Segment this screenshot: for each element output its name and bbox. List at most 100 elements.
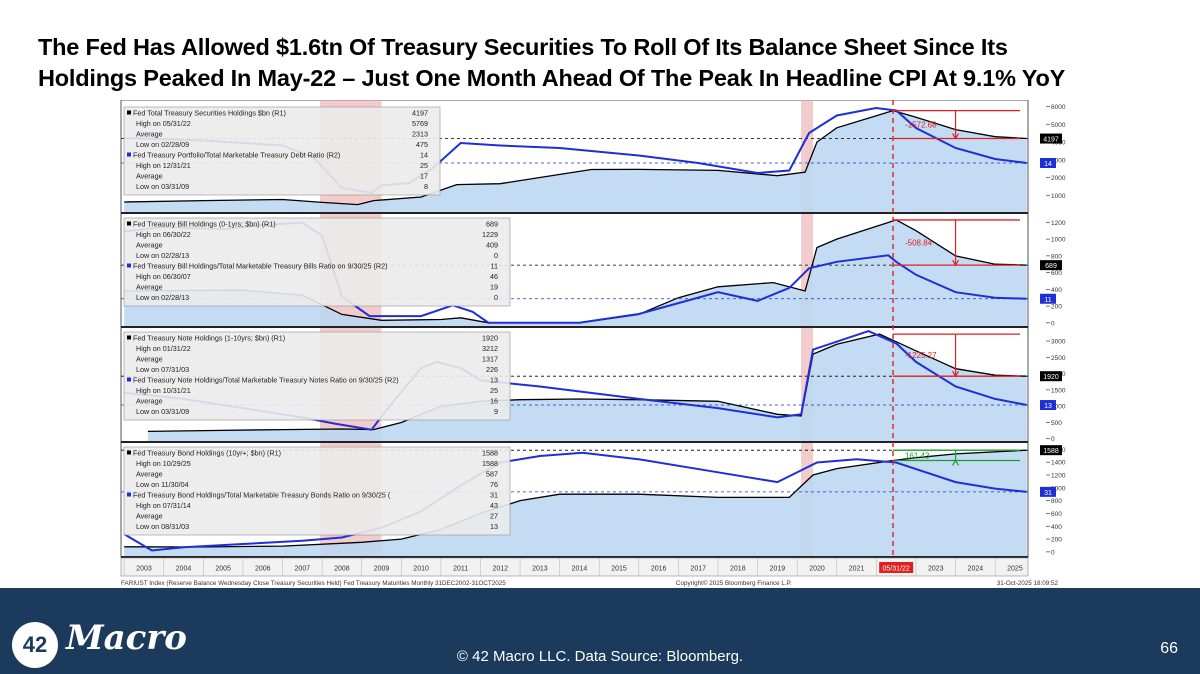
- legend-value: 31: [490, 491, 498, 500]
- legend-label: Fed Treasury Note Holdings (1-10yrs; $bn…: [133, 334, 285, 343]
- legend-swatch: [127, 110, 131, 115]
- x-tick-label: 2008: [334, 566, 350, 573]
- x-tick-label: 2009: [374, 566, 390, 573]
- legend-label: Fed Treasury Bill Holdings (0-1yrs; $bn)…: [133, 220, 276, 229]
- title-line-2: Holdings Peaked In May-22 – Just One Mon…: [38, 65, 1066, 91]
- r1-tick-label: 600: [1051, 270, 1062, 277]
- legend-label: Fed Treasury Bond Holdings (10yr+; $bn) …: [133, 449, 281, 458]
- r1-tick-label: 2500: [1051, 355, 1066, 362]
- legend-background: [123, 331, 511, 421]
- x-axis-strip: [120, 557, 1029, 577]
- ratio-last-value-tag: [1040, 400, 1056, 411]
- legend-value: 226: [486, 365, 498, 374]
- holdings-last-value-label: 4197: [1043, 137, 1059, 144]
- legend-label: High on 10/31/21: [136, 386, 191, 395]
- r1-tick-label: 200: [1051, 304, 1062, 311]
- legend-label: Average: [136, 130, 163, 139]
- legend-label: High on 05/31/22: [136, 119, 191, 128]
- legend-label: Average: [136, 397, 163, 406]
- holdings-last-value-tag: [1040, 260, 1062, 271]
- source-text-right: 31-Oct-2025 18:09:52: [997, 580, 1059, 587]
- legend-swatch: [127, 492, 131, 497]
- legend-swatch: [127, 221, 131, 226]
- x-tick-label: 2020: [809, 566, 825, 573]
- x-tick-label: 2007: [295, 566, 311, 573]
- annotation-change-label: -1225.27: [905, 351, 937, 360]
- r1-tick-label: 800: [1051, 498, 1062, 505]
- x-peak-date-badge: [879, 562, 914, 573]
- legend-value: 0: [494, 251, 498, 260]
- legend-value: 2313: [412, 130, 428, 139]
- x-tick-label: 2011: [453, 566, 468, 573]
- x-tick-label: 2010: [413, 566, 429, 573]
- holdings-last-value-label: 1588: [1043, 448, 1059, 455]
- legend-box: Fed Treasury Bill Holdings (0-1yrs; $bn)…: [123, 217, 511, 307]
- legend-value: 25: [420, 161, 428, 170]
- legend-box: Fed Total Treasury Securities Holdings $…: [123, 106, 441, 196]
- bloomberg-chart: 600050004000300020001000252015105419714-…: [120, 100, 1070, 588]
- annotation-arrow-head: [952, 459, 960, 466]
- r1-tick-label: 3000: [1051, 339, 1066, 346]
- r1-tick-label: 1200: [1051, 473, 1066, 480]
- legend-label: Average: [136, 512, 163, 521]
- holdings-last-value-tag: [1040, 371, 1062, 382]
- legend-label: Low on 07/31/03: [136, 365, 189, 374]
- r1-tick-label: 0: [1051, 549, 1055, 556]
- legend-label: Fed Treasury Note Holdings/Total Marketa…: [133, 376, 399, 385]
- x-peak-date-label: 05/31/22: [883, 566, 910, 573]
- legend-value: 46: [490, 272, 498, 281]
- legend-swatch: [127, 152, 131, 157]
- holdings-area-fill: [124, 110, 1027, 213]
- ratio-last-value-tag: [1040, 486, 1056, 497]
- source-text-left: FARIUST Index (Reserve Balance Wednesday…: [121, 580, 506, 587]
- legend-value: 16: [490, 397, 498, 406]
- legend-value: 409: [486, 241, 498, 250]
- legend-value: 76: [490, 480, 498, 489]
- ratio-last-value-label: 14: [1044, 161, 1052, 168]
- legend-value: 8: [424, 182, 428, 191]
- legend-value: 475: [416, 140, 428, 149]
- x-tick-label: 2021: [849, 566, 865, 573]
- ratio-last-value-tag: [1040, 293, 1056, 304]
- legend-label: Low on 02/28/13: [136, 251, 189, 260]
- annotation-arrow-head: [952, 133, 960, 140]
- legend-value: 27: [490, 512, 498, 521]
- x-tick-label: 2019: [770, 566, 786, 573]
- r1-tick-label: 600: [1051, 511, 1062, 518]
- annotation-change-label: -508.84: [905, 239, 933, 248]
- legend-label: Low on 11/30/04: [136, 480, 189, 489]
- legend-swatch: [127, 335, 131, 340]
- r1-tick-label: 200: [1051, 537, 1062, 544]
- legend-value: 1920: [482, 334, 498, 343]
- legend-label: Low on 02/28/13: [136, 293, 189, 302]
- annotation-arrow-head: [952, 370, 960, 378]
- legend-label: High on 07/31/14: [136, 501, 191, 510]
- r1-tick-label: 400: [1051, 524, 1062, 531]
- legend-label: High on 06/30/22: [136, 230, 191, 239]
- legend-label: High on 10/29/25: [136, 459, 191, 468]
- legend-label: Fed Total Treasury Securities Holdings $…: [133, 109, 286, 118]
- x-tick-label: 2003: [136, 566, 152, 573]
- copyright-text: © 42 Macro LLC. Data Source: Bloomberg.: [456, 648, 744, 665]
- legend-swatch: [127, 263, 131, 268]
- footer-bar: 42 Macro © 42 Macro LLC. Data Source: Bl…: [0, 588, 1200, 674]
- x-tick-label: 2004: [176, 566, 192, 573]
- legend-value: 43: [490, 501, 498, 510]
- r1-tick-label: 1000: [1051, 237, 1066, 244]
- r1-tick-label: 1000: [1051, 485, 1066, 492]
- holdings-last-value-label: 1920: [1043, 374, 1059, 381]
- page-title: The Fed Has Allowed $1.6tn Of Treasury S…: [38, 32, 1178, 94]
- ratio-last-value-label: 11: [1044, 297, 1051, 304]
- legend-background: [123, 217, 511, 307]
- legend-label: Low on 03/31/09: [136, 407, 189, 416]
- legend-box: Fed Treasury Bond Holdings (10yr+; $bn) …: [123, 446, 511, 536]
- legend-label: High on 06/30/07: [136, 272, 191, 281]
- legend-value: 4197: [412, 109, 428, 118]
- legend-value: 0: [494, 293, 498, 302]
- holdings-series-line: [124, 109, 1027, 206]
- legend-value: 9: [494, 407, 498, 416]
- holdings-series-line: [124, 219, 1027, 324]
- title-line-1: The Fed Has Allowed $1.6tn Of Treasury S…: [38, 34, 1008, 60]
- r1-tick-label: 1400: [1051, 460, 1066, 467]
- x-tick-label: 2017: [690, 566, 706, 573]
